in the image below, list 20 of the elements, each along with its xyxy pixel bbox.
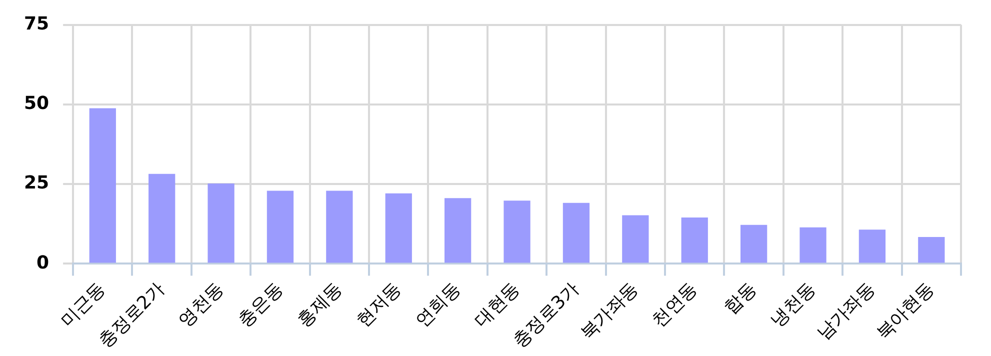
y-tick-label: 75: [24, 13, 50, 34]
bar: [89, 108, 116, 263]
y-tick-label: 0: [36, 252, 50, 274]
bar: [562, 202, 590, 263]
x-tick-label: 합동: [720, 278, 761, 319]
bar: [385, 193, 412, 263]
y-tick-label: 50: [24, 93, 50, 114]
y-tick-label: 25: [24, 172, 50, 194]
bar: [740, 224, 768, 263]
bar: [800, 227, 826, 263]
bar: [148, 174, 176, 263]
bar: [681, 218, 708, 263]
bar: [858, 230, 886, 263]
bar: [444, 198, 472, 263]
bar: [326, 190, 353, 263]
bar: [504, 200, 530, 263]
bar: [918, 236, 945, 263]
bar: [208, 183, 234, 263]
bar: [266, 190, 294, 263]
bar: [622, 215, 649, 263]
